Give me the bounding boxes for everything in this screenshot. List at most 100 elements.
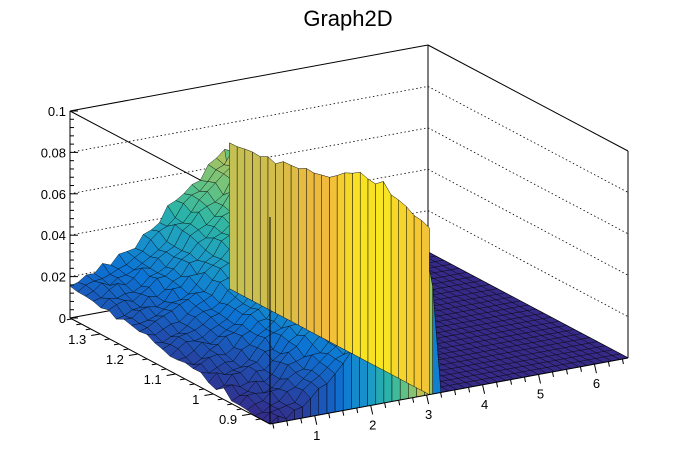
surface-wall-cell — [283, 161, 292, 322]
x-tick-label: 3 — [425, 407, 432, 422]
surface-wall-cell — [290, 164, 299, 326]
x-axis-tick — [607, 361, 610, 367]
y-axis-tick — [166, 373, 176, 376]
x-axis-tick — [384, 402, 387, 408]
surface-wall-cell — [375, 181, 384, 371]
surface-wall-cell — [236, 146, 246, 298]
surface-wall-cell — [313, 172, 322, 338]
y-tick-label: 0.9 — [219, 412, 237, 427]
x-axis-tick — [356, 407, 359, 414]
surface-wall-cell — [244, 148, 253, 302]
surface-mesh — [69, 142, 629, 425]
x-axis-tick — [440, 392, 443, 398]
surface-wall-cell — [359, 171, 369, 363]
y-axis-tick — [198, 388, 205, 391]
z-axis: 0 0.02 0.04 0.06 0.08 0.1 — [41, 104, 78, 326]
z-tick-label: 0.02 — [41, 270, 66, 285]
y-axis-tick — [189, 383, 195, 386]
z-tick-label: 0.1 — [48, 104, 66, 119]
surface-wall-cell — [367, 178, 376, 367]
x-axis-tick — [370, 405, 374, 415]
y-axis-tick — [161, 368, 167, 371]
y-axis-tick — [227, 403, 233, 406]
surface-wall-cell — [306, 168, 315, 334]
x-axis-tick — [579, 366, 582, 372]
x-axis-tick — [398, 400, 401, 406]
x-axis-tick — [272, 423, 275, 429]
surface-wall-cell — [336, 172, 346, 351]
x-axis-tick — [328, 413, 331, 419]
y-axis-tick — [104, 338, 110, 341]
y-axis-tick — [128, 353, 139, 356]
x-axis-tick — [454, 389, 457, 396]
x-axis: 1 2 3 4 5 6 — [272, 358, 624, 443]
surface-wall-cell — [406, 205, 415, 387]
frame-edge — [269, 357, 629, 425]
grid-line — [69, 85, 629, 193]
x-axis-tick — [621, 358, 624, 365]
surface-wall-cell — [398, 199, 407, 383]
x-axis-tick — [314, 415, 318, 425]
surface-wall-cell — [383, 180, 392, 375]
y-tick-label: 1.3 — [68, 332, 86, 347]
y-axis-tick — [66, 318, 72, 321]
surface-wall-cell — [229, 142, 238, 294]
y-axis-tick — [217, 398, 223, 401]
x-axis-tick — [538, 374, 541, 384]
y-axis-tick — [151, 363, 157, 366]
x-tick-label: 6 — [593, 376, 600, 391]
z-tick-label: 0.08 — [41, 145, 66, 160]
y-axis-tick — [242, 413, 252, 416]
chart-title: Graph2D — [303, 6, 392, 31]
y-axis-tick — [180, 378, 186, 381]
y-tick-label: 1.1 — [144, 372, 162, 387]
surface-wall-cell — [298, 168, 307, 330]
x-tick-label: 2 — [369, 417, 376, 432]
frame-edge — [427, 44, 629, 152]
x-axis-tick — [524, 376, 527, 383]
y-axis-tick — [113, 343, 120, 346]
x-tick-label: 1 — [313, 428, 320, 443]
x-axis-tick — [412, 397, 415, 403]
y-axis: 0.9 1 1.1 1.2 1.3 — [66, 318, 261, 427]
surface-wall-cell — [413, 214, 422, 391]
y-axis-tick — [236, 408, 242, 411]
x-axis-tick — [342, 410, 345, 416]
surface-wall-cell — [329, 175, 338, 347]
y-axis-tick — [204, 393, 214, 396]
z-tick-label: 0.04 — [41, 228, 66, 243]
x-axis-tick — [565, 369, 568, 375]
z-tick-label: 0 — [59, 311, 66, 326]
x-axis-tick — [551, 371, 554, 378]
surface-wall-cell — [421, 219, 430, 395]
frame-edge — [69, 44, 429, 112]
surface-wall-cell — [344, 172, 353, 355]
frame-edge — [69, 317, 271, 425]
x-axis-tick — [496, 382, 499, 388]
y-axis-tick — [85, 328, 91, 331]
x-tick-label: 5 — [537, 387, 544, 402]
x-axis-tick — [300, 418, 303, 424]
grid-line — [69, 127, 629, 235]
y-axis-tick — [76, 323, 82, 326]
surface-wall-cell — [267, 156, 276, 314]
x-axis-tick — [426, 395, 430, 405]
y-axis-tick — [255, 418, 261, 421]
surface-wall-cell — [275, 161, 284, 318]
x-axis-tick — [482, 384, 486, 394]
surface-wall-cell — [390, 194, 399, 379]
y-axis-tick — [123, 348, 129, 351]
y-tick-label: 1.2 — [106, 352, 124, 367]
x-axis-tick — [286, 420, 289, 427]
x-axis-tick — [510, 379, 513, 385]
surface-wall-cell — [259, 156, 269, 310]
y-tick-label: 1 — [192, 392, 199, 407]
x-axis-tick — [468, 387, 471, 393]
surface-wall-cell — [352, 172, 361, 359]
surface-wall-cell — [321, 174, 330, 342]
x-tick-label: 4 — [481, 397, 488, 412]
front-frame — [69, 217, 629, 425]
y-axis-tick — [91, 333, 101, 336]
z-tick-label: 0.06 — [41, 187, 66, 202]
